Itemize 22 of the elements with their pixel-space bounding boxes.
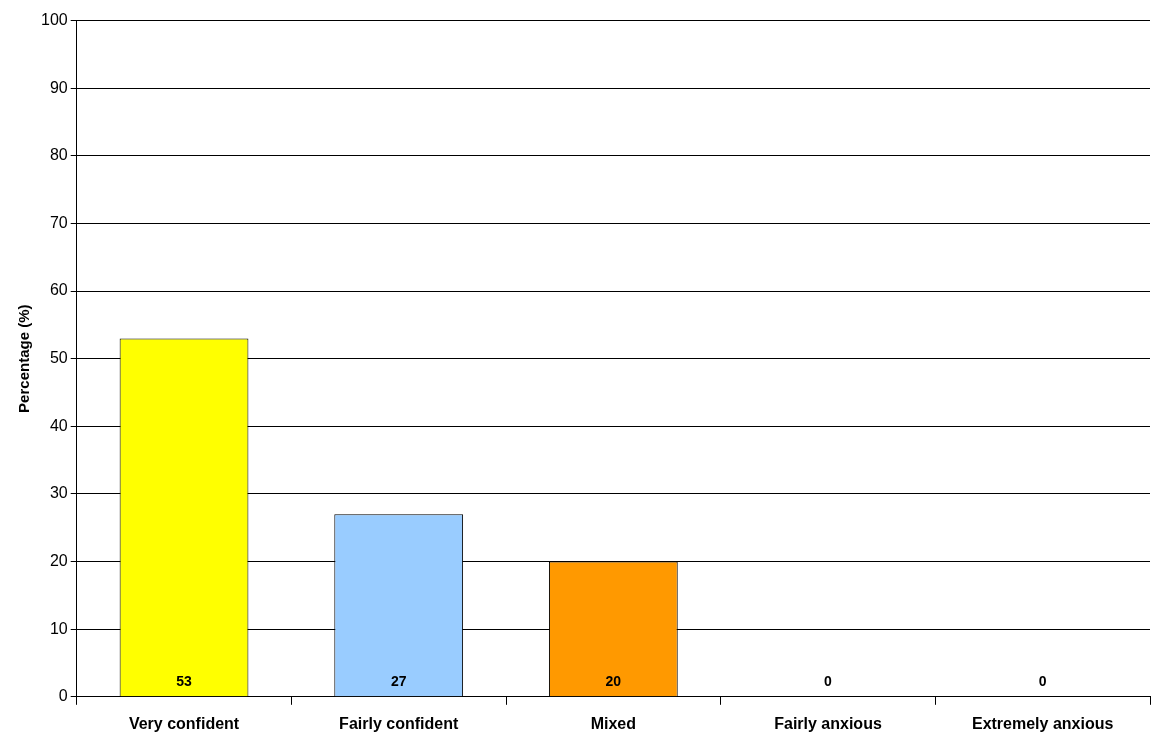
x-tick-label: Fairly confident bbox=[339, 714, 459, 732]
y-tick-label: 40 bbox=[49, 416, 68, 434]
x-tick-label: Fairly anxious bbox=[774, 714, 882, 732]
x-tick-label: Very confident bbox=[128, 714, 240, 732]
x-tick-label: Extremely anxious bbox=[971, 714, 1114, 732]
y-axis-title: Percentage (%) bbox=[15, 304, 33, 413]
y-tick-label: 30 bbox=[49, 484, 68, 502]
data-label: 20 bbox=[605, 672, 622, 689]
y-tick-label: 10 bbox=[49, 619, 68, 637]
data-label: 27 bbox=[390, 672, 407, 689]
y-tick-label: 20 bbox=[49, 551, 68, 569]
y-tick-label: 60 bbox=[49, 281, 68, 299]
data-label: 53 bbox=[176, 672, 193, 689]
data-label: 0 bbox=[824, 672, 833, 689]
y-tick-label: 90 bbox=[49, 78, 68, 96]
y-tick-label: 50 bbox=[49, 349, 68, 367]
y-tick-label: 80 bbox=[49, 146, 68, 164]
data-label: 0 bbox=[1038, 672, 1047, 689]
y-tick-label: 0 bbox=[58, 687, 68, 705]
y-tick-label: 70 bbox=[49, 213, 68, 231]
y-tick-label: 100 bbox=[40, 11, 68, 29]
x-tick-label: Mixed bbox=[590, 714, 637, 732]
